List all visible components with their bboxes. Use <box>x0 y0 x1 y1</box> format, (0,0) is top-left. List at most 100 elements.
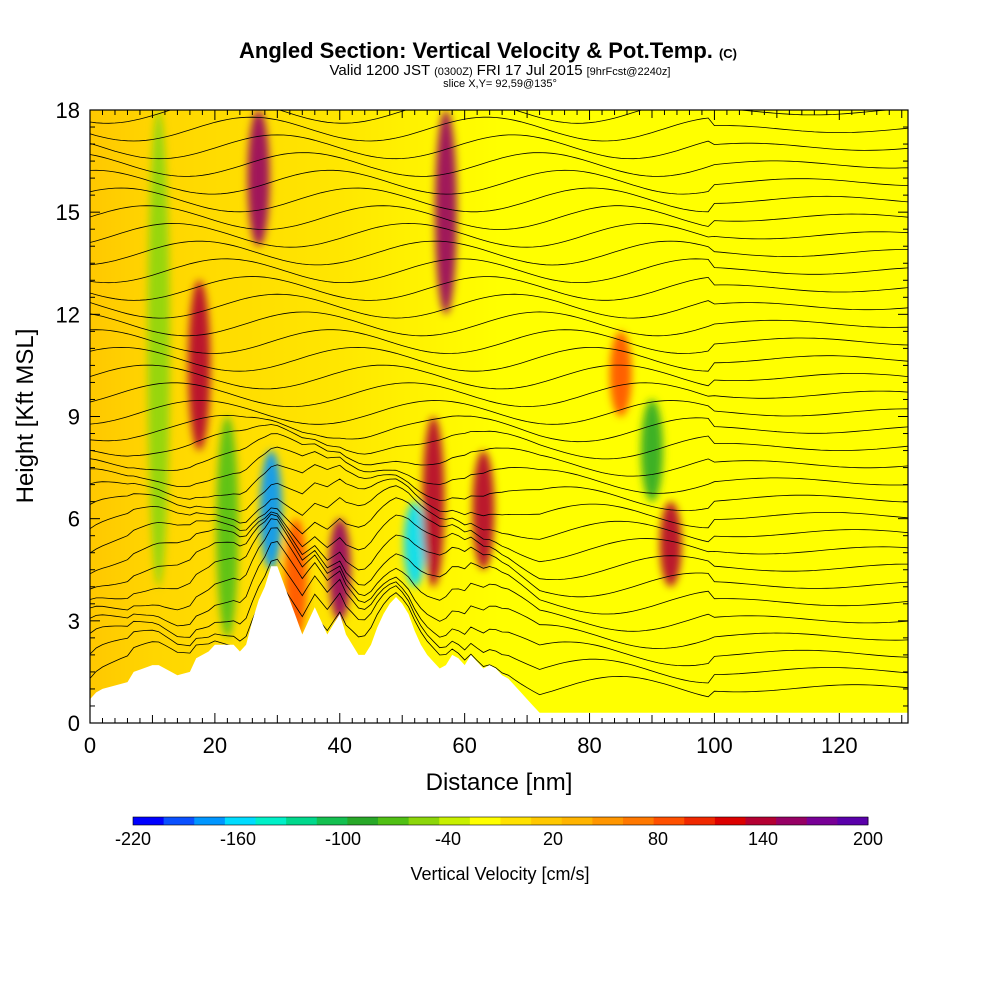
colorbar-swatch <box>378 817 410 825</box>
theta-contour-16 <box>90 400 908 425</box>
theta-contour-0 <box>90 592 908 698</box>
theta-contour-24 <box>90 258 908 284</box>
x-tick-label: 100 <box>696 733 733 758</box>
colorbar-swatch <box>806 817 838 825</box>
theta-contour-31 <box>90 134 908 160</box>
theta-contour-18 <box>90 364 908 390</box>
subtitle-valid: Valid 1200 JST <box>330 62 431 79</box>
colorbar-tick-label: -100 <box>325 829 361 849</box>
y-tick-label: 15 <box>56 200 80 225</box>
chart-title-units: (C) <box>719 46 737 61</box>
colorbar-swatch <box>133 817 165 825</box>
y-axis-label: Height [Kft MSL] <box>12 329 39 504</box>
colorbar-swatch <box>684 817 716 825</box>
colorbar-swatch <box>653 817 685 825</box>
colorbar-swatch <box>255 817 287 825</box>
theta-contour-4 <box>90 527 908 632</box>
theta-contour-7 <box>90 511 908 581</box>
colorbar-swatch <box>316 817 348 825</box>
theta-contour-25 <box>90 240 908 266</box>
y-tick-label: 6 <box>68 507 80 532</box>
colorbar-swatch <box>745 817 777 825</box>
velocity-feature-4 <box>260 450 283 570</box>
terrain-mask <box>90 566 908 723</box>
theta-contour-9 <box>90 485 908 543</box>
colorbar-swatch <box>408 817 440 825</box>
theta-contour-6 <box>90 513 908 598</box>
velocity-feature-8 <box>422 416 445 587</box>
theta-contour-5 <box>90 518 908 615</box>
velocity-feature-11 <box>609 331 632 417</box>
theta-contour-26 <box>90 222 908 248</box>
colorbar-swatch <box>163 817 195 825</box>
theta-contour-2 <box>90 558 908 667</box>
y-tick-label: 0 <box>68 711 80 736</box>
y-tick-label: 12 <box>56 302 80 327</box>
velocity-feature-13 <box>659 501 682 587</box>
colorbar-swatch <box>837 817 869 825</box>
theta-contour-15 <box>90 414 908 443</box>
theta-contour-22 <box>90 293 908 319</box>
theta-contour-10 <box>90 478 908 529</box>
colorbar-swatch <box>561 817 593 825</box>
colorbar-label: Vertical Velocity [cm/s] <box>410 864 589 884</box>
theta-contour-20 <box>90 329 908 354</box>
colorbar-swatch <box>500 817 532 825</box>
velocity-feature-6 <box>328 518 351 621</box>
theta-contour-3 <box>90 541 908 649</box>
colorbar-swatch <box>286 817 318 825</box>
velocity-feature-9 <box>434 110 457 315</box>
colorbar-swatch <box>623 817 655 825</box>
chart-title-text: Angled Section: Vertical Velocity & Pot.… <box>239 38 713 63</box>
x-tick-label: 20 <box>203 733 227 758</box>
x-tick-label: 60 <box>452 733 476 758</box>
subtitle-forecast: [9hrFcst@2240z] <box>587 66 671 78</box>
colorbar-swatch <box>469 817 501 825</box>
velocity-feature-2 <box>216 416 239 638</box>
theta-contour-19 <box>90 346 908 372</box>
subtitle-date: FRI 17 Jul 2015 <box>477 62 583 79</box>
x-tick-label: 40 <box>328 733 352 758</box>
velocity-feature-3 <box>247 110 270 247</box>
x-axis-label: Distance [nm] <box>426 769 573 796</box>
x-tick-label: 0 <box>84 733 96 758</box>
colorbar-tick-label: -40 <box>435 829 461 849</box>
theta-contour-28 <box>90 187 908 213</box>
slice-text: slice X,Y= 92,59@135° <box>443 78 557 90</box>
velocity-feature-10 <box>472 450 495 570</box>
theta-contour-33 <box>90 110 892 124</box>
theta-contour-32 <box>90 116 908 142</box>
y-tick-label: 3 <box>68 609 80 634</box>
theta-contour-11 <box>90 464 908 512</box>
colorbar-swatch <box>714 817 746 825</box>
y-tick-label: 18 <box>56 98 80 123</box>
theta-contour-30 <box>90 152 908 177</box>
colorbar-tick-label: 80 <box>648 829 668 849</box>
subtitle-utc: (0300Z) <box>434 66 473 78</box>
colorbar-swatch <box>439 817 471 825</box>
theta-contour-17 <box>90 382 908 408</box>
velocity-feature-0 <box>147 110 170 587</box>
theta-contour-12 <box>90 446 908 494</box>
x-tick-label: 80 <box>577 733 601 758</box>
theta-contour-21 <box>90 311 908 337</box>
colorbar-tick-label: 140 <box>748 829 778 849</box>
colorbar-swatch <box>224 817 256 825</box>
theta-contour-14 <box>90 424 908 460</box>
y-tick-label: 9 <box>68 405 80 430</box>
theta-contour-29 <box>90 169 908 195</box>
chart-subtitle: Valid 1200 JST (0300Z) FRI 17 Jul 2015 [9hr… <box>330 62 671 79</box>
colorbar-tick-label: 20 <box>543 829 563 849</box>
colorbar: -220 -160 -100 -40 20 80 140 200 <box>115 816 883 849</box>
colorbar-tick-label: -220 <box>115 829 151 849</box>
theta-contour-23 <box>90 276 908 301</box>
theta-contour-27 <box>90 205 908 230</box>
x-tick-label: 120 <box>821 733 858 758</box>
theta-contour-8 <box>90 497 908 563</box>
colorbar-swatch <box>592 817 624 825</box>
colorbar-swatch <box>776 817 808 825</box>
colorbar-tick-label: 200 <box>853 829 883 849</box>
colorbar-swatch <box>194 817 226 825</box>
colorbar-swatch <box>531 817 563 825</box>
